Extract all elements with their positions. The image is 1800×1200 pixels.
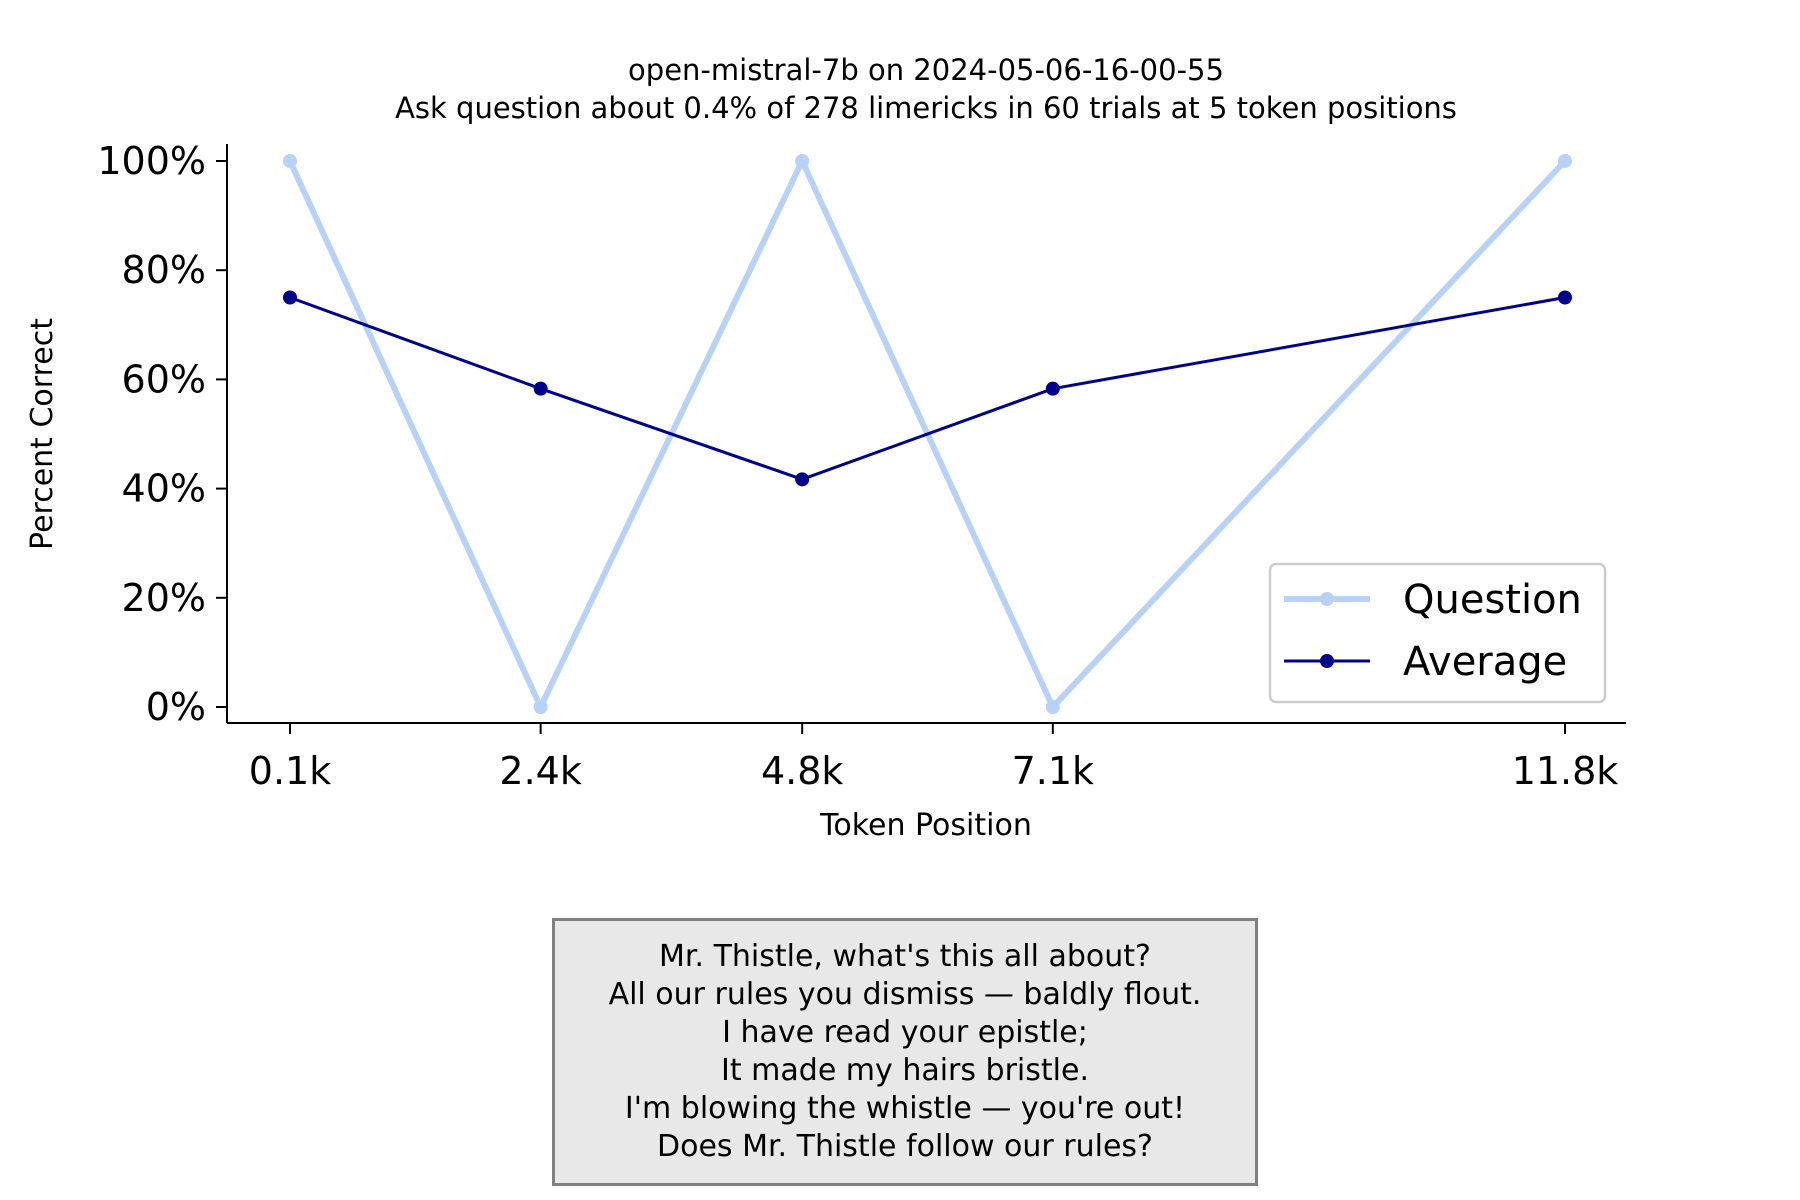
- legend-average-swatch-marker: [1320, 654, 1334, 668]
- series-point-question: [1045, 700, 1060, 714]
- legend-question-swatch-marker: [1320, 592, 1334, 606]
- limerick-line: Mr. Thistle, what's this all about?: [659, 939, 1151, 974]
- series-point-question: [1558, 154, 1572, 168]
- series-point-average: [533, 381, 548, 396]
- y-tick-label: 60%: [122, 357, 206, 401]
- limerick-line: All our rules you dismiss — baldly flout…: [608, 977, 1202, 1012]
- limerick-line: It made my hairs bristle.: [721, 1053, 1089, 1088]
- plot-area: 0% 20% 40% 60% 80% 100% 0.1k 2.4k 4.8k 7.1k 11.8k: [97, 139, 1626, 793]
- limerick-line: I'm blowing the whistle — you're out!: [624, 1091, 1186, 1126]
- series-point-question: [283, 154, 297, 168]
- y-tick-label: 40%: [122, 467, 206, 511]
- limerick-line: I have read your epistle;: [722, 1015, 1088, 1050]
- y-axis-label: Percent Correct: [25, 318, 60, 550]
- x-tick-label: 0.1k: [249, 749, 331, 793]
- series-point-average: [283, 290, 297, 305]
- x-axis-label: Token Position: [819, 808, 1032, 843]
- legend-average-label: Average: [1403, 639, 1567, 685]
- series-point-average: [1045, 381, 1060, 396]
- series-line-average: [289, 296, 1566, 481]
- x-tick-label: 7.1k: [1012, 749, 1094, 793]
- series-point-average: [1558, 290, 1572, 305]
- y-tick-label: 20%: [122, 576, 206, 620]
- x-tick-label: 11.8k: [1512, 749, 1619, 793]
- x-tick-label: 4.8k: [761, 749, 843, 793]
- chart-title: open-mistral-7b on 2024-05-06-16-00-55: [628, 53, 1224, 87]
- legend-question-label: Question: [1403, 577, 1582, 623]
- y-ticks: 0% 20% 40% 60% 80% 100%: [97, 139, 227, 729]
- x-tick-label: 2.4k: [499, 749, 581, 793]
- y-tick-label: 0%: [146, 685, 206, 729]
- y-tick-label: 100%: [97, 139, 206, 183]
- limerick-box: Mr. Thistle, what's this all about? All …: [552, 918, 1258, 1186]
- series-point-average: [795, 472, 810, 487]
- series-point-question: [533, 700, 548, 714]
- legend: Question Average: [1268, 562, 1607, 704]
- y-tick-label: 80%: [122, 248, 206, 292]
- chart-subtitle: Ask question about 0.4% of 278 limericks…: [395, 91, 1457, 125]
- x-ticks: 0.1k 2.4k 4.8k 7.1k 11.8k: [249, 723, 1619, 793]
- series-layer: [283, 154, 1572, 714]
- limerick-question: Does Mr. Thistle follow our rules?: [657, 1129, 1153, 1164]
- series-point-question: [795, 154, 810, 168]
